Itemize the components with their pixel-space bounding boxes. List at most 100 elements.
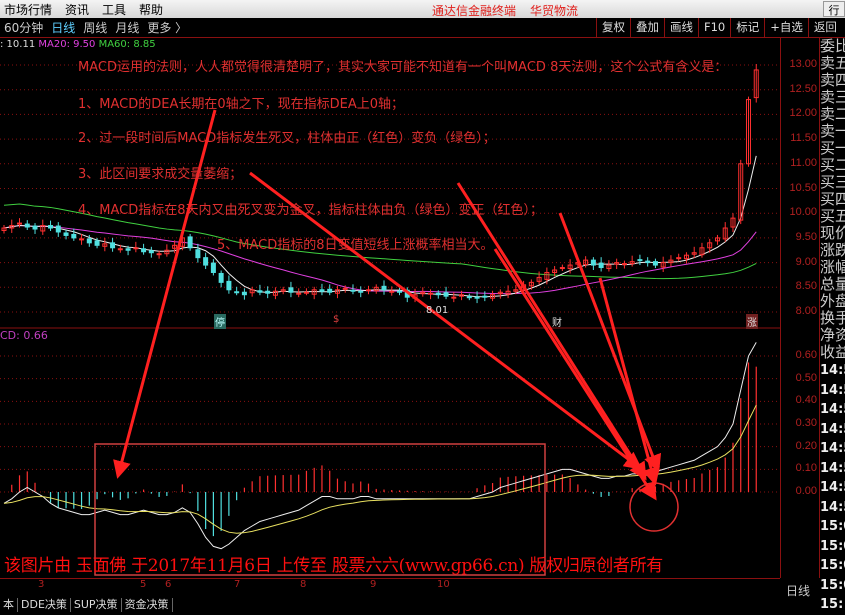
menu-news[interactable]: 资讯 bbox=[65, 2, 90, 17]
annotation-rule-2: 2、过一段时间后MACD指标发生死叉，柱体由正（红色）变负（绿色）； bbox=[78, 131, 496, 146]
candle-body bbox=[629, 261, 635, 265]
quote-row-label: 现价 bbox=[820, 225, 845, 242]
overlay-button[interactable]: 叠加 bbox=[630, 18, 664, 38]
candle-body bbox=[334, 289, 340, 294]
candle-body bbox=[365, 289, 371, 292]
candle-body bbox=[730, 217, 736, 228]
quote-row-label: 买三 bbox=[820, 174, 845, 191]
price-axis-label: 8.00 bbox=[795, 305, 817, 317]
quote-row-label: 卖二 bbox=[820, 106, 845, 123]
kline-chart[interactable] bbox=[0, 38, 780, 578]
candle-body bbox=[490, 294, 496, 299]
annotation-rule-1: 1、MACD的DEA长期在0轴之下，现在指标DEA上0轴； bbox=[78, 97, 405, 112]
watermark: 该图片由 玉面佛 于2017年11月6日 上传至 股票六六(www.gp66.c… bbox=[4, 556, 664, 576]
annotation-arrow bbox=[493, 248, 657, 501]
candle-body bbox=[358, 290, 364, 293]
date-axis: 3 5 6 7 8 9 10 bbox=[0, 578, 780, 612]
price-axis-label: 12.50 bbox=[789, 82, 817, 95]
candle-body bbox=[172, 244, 178, 249]
candle-body bbox=[117, 248, 123, 251]
candle-body bbox=[544, 271, 550, 280]
date-tick: 5 bbox=[140, 579, 147, 590]
tick-time: 15:0 bbox=[820, 558, 845, 573]
candle-body bbox=[350, 289, 356, 292]
highlight-circle bbox=[629, 482, 679, 532]
candle-body bbox=[125, 248, 131, 251]
menu-tools[interactable]: 工具 bbox=[102, 2, 127, 17]
candle-body bbox=[652, 261, 658, 266]
quote-panel: 委比 卖五 卖四 卖三 卖二 卖一 买一 买二 买三 买四 买五 现价 涨跌 涨幅 总量 外盘 换手 净资 收益 14… bbox=[820, 38, 845, 612]
candle-body bbox=[583, 259, 589, 266]
candle-body bbox=[637, 259, 643, 262]
tick-time: 14:5 bbox=[820, 499, 845, 515]
period-60min[interactable]: 60分钟 bbox=[4, 21, 44, 35]
ma60-value: MA60: 8.85 bbox=[98, 39, 156, 50]
add-watchlist-button[interactable]: +自选 bbox=[764, 18, 808, 38]
candle-body bbox=[32, 225, 38, 230]
macd-axis-label: 0.60 bbox=[795, 349, 817, 361]
date-tick: 6 bbox=[165, 579, 172, 590]
quote-row-label: 涨幅 bbox=[820, 259, 845, 276]
quote-row-label: 卖四 bbox=[820, 72, 845, 89]
candle-body bbox=[707, 242, 713, 249]
tab-fund[interactable]: 资金决策 bbox=[122, 598, 173, 612]
tick-time: 15: bbox=[820, 597, 844, 612]
candle-body bbox=[373, 286, 379, 292]
menu-help[interactable]: 帮助 bbox=[139, 2, 164, 17]
annotation-arrow bbox=[113, 109, 217, 479]
macd-axis-label: 0.00 bbox=[795, 485, 817, 497]
quote-button[interactable]: 行 bbox=[823, 1, 845, 17]
menu-market[interactable]: 市场行情 bbox=[4, 2, 53, 17]
candle-body bbox=[683, 254, 689, 260]
candle-body bbox=[497, 291, 503, 295]
signal-tag-limit-up: 涨 bbox=[746, 314, 758, 329]
period-week[interactable]: 周线 bbox=[83, 21, 108, 35]
annotation-rule-4: 4、MACD指标在8天内又由死叉变为金叉，指标柱体由负（绿色）变正（红色）； bbox=[78, 203, 544, 218]
quote-row-label: 收益 bbox=[820, 344, 845, 361]
tab-basic[interactable]: 本 bbox=[0, 598, 18, 612]
quote-row-label: 总量 bbox=[820, 276, 845, 293]
mark-button[interactable]: 标记 bbox=[730, 18, 764, 38]
draw-button[interactable]: 画线 bbox=[664, 18, 698, 38]
period-more[interactable]: 更多 〉 bbox=[147, 21, 188, 35]
annotation-arrow bbox=[598, 277, 660, 486]
date-tick: 10 bbox=[437, 579, 450, 590]
candle-body bbox=[71, 233, 77, 239]
candle-body bbox=[443, 292, 449, 297]
candle-body bbox=[559, 267, 565, 270]
candle-body bbox=[738, 163, 744, 221]
date-tick: 8 bbox=[300, 579, 307, 590]
day-period-button[interactable]: 日线 bbox=[786, 584, 811, 598]
price-axis-label: 12.00 bbox=[789, 107, 817, 120]
quote-row-label: 卖三 bbox=[820, 89, 845, 106]
date-tick: 9 bbox=[370, 579, 377, 590]
f10-button[interactable]: F10 bbox=[698, 18, 730, 38]
quote-row-label: 净资 bbox=[820, 327, 845, 344]
price-axis-label: 9.50 bbox=[795, 230, 817, 243]
restore-rights-button[interactable]: 复权 bbox=[596, 18, 630, 38]
candle-body bbox=[55, 225, 61, 233]
candle-body bbox=[218, 272, 224, 283]
candle-body bbox=[303, 291, 309, 294]
candle-body bbox=[133, 247, 139, 250]
candle-body bbox=[435, 292, 441, 296]
menu-bar: 市场行情 资讯 工具 帮助 通达信金融终端 华贸物流 行 bbox=[0, 0, 845, 18]
signal-tag-halt: 停 bbox=[214, 314, 226, 329]
period-day[interactable]: 日线 bbox=[51, 21, 76, 35]
candle-body bbox=[451, 296, 457, 299]
tab-dde[interactable]: DDE决策 bbox=[18, 598, 71, 612]
candle-body bbox=[280, 289, 286, 292]
period-month[interactable]: 月线 bbox=[115, 21, 140, 35]
quote-row-label: 卖一 bbox=[820, 123, 845, 140]
candle-body bbox=[187, 236, 193, 249]
price-axis-label: 11.00 bbox=[790, 156, 817, 169]
macd-axis-label: 0.50 bbox=[795, 371, 817, 384]
back-button[interactable]: 返回 bbox=[807, 18, 842, 38]
candle-body bbox=[714, 237, 720, 242]
candle-body bbox=[79, 238, 85, 241]
candle-body bbox=[474, 296, 480, 299]
low-price-marker: 8.01 bbox=[426, 305, 449, 316]
tab-sup[interactable]: SUP决策 bbox=[71, 598, 122, 612]
app-name: 通达信金融终端 bbox=[432, 4, 517, 18]
price-axis-label: 13.00 bbox=[789, 58, 817, 70]
